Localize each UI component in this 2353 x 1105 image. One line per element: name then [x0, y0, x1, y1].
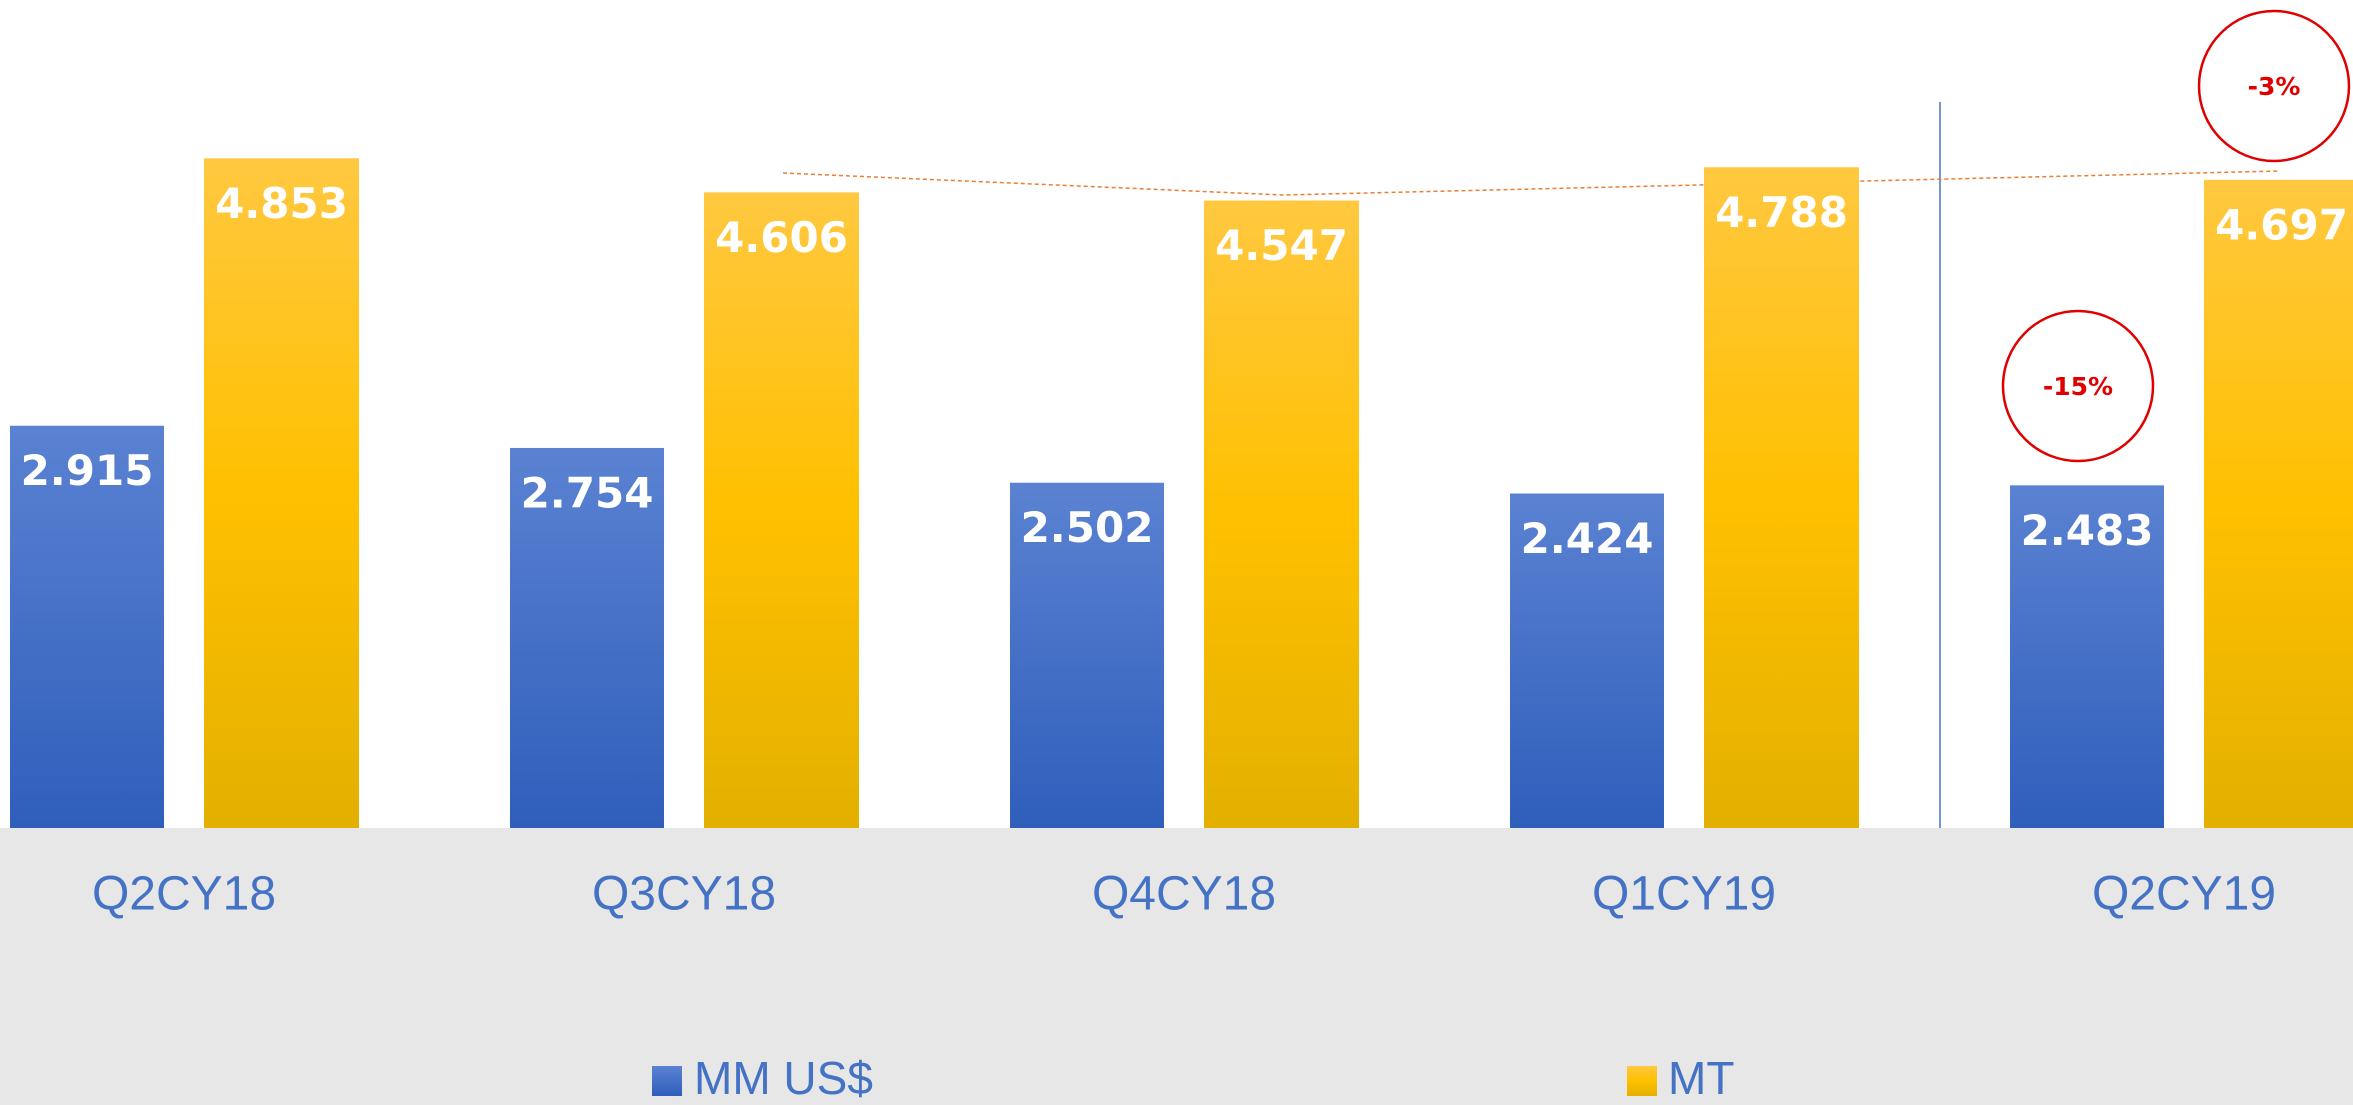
annotation-circle — [2001, 309, 2155, 463]
bar — [1510, 493, 1664, 828]
trend-line — [782, 170, 2281, 196]
legend-label: MM US$ — [694, 1052, 873, 1104]
bar — [1010, 482, 1164, 828]
annotation: -3% — [2248, 72, 2301, 101]
bar — [2204, 179, 2353, 829]
bar — [1204, 200, 1359, 828]
value-label: 4.547 — [1215, 221, 1348, 270]
legend-swatch — [652, 1066, 682, 1096]
value-label: 4.788 — [1715, 188, 1848, 237]
bar — [1704, 167, 1859, 829]
x-tick-label: Q4CY18 — [1092, 868, 1276, 921]
value-label: 4.697 — [2215, 200, 2348, 249]
value-label: 2.502 — [1021, 503, 1154, 552]
value-label: 4.606 — [715, 213, 848, 262]
value-label: 2.754 — [521, 468, 654, 517]
x-tick-label: Q2CY19 — [2092, 868, 2276, 921]
plot — [10, 158, 2353, 829]
bar — [2010, 485, 2164, 828]
x-tick-label: Q3CY18 — [592, 868, 776, 921]
x-tick-label: Q1CY19 — [1592, 868, 1776, 921]
value-label: 2.424 — [1521, 514, 1654, 563]
bar — [704, 192, 859, 828]
annotation-circle — [2197, 9, 2351, 163]
legend-swatch — [1627, 1066, 1657, 1096]
axis-band — [0, 828, 2353, 1105]
bar — [204, 158, 359, 828]
value-label: 2.915 — [21, 446, 154, 495]
bar — [10, 425, 164, 828]
value-label: 4.853 — [215, 179, 348, 228]
annotation: -15% — [2043, 372, 2113, 401]
value-label: 2.483 — [2021, 506, 2154, 555]
x-tick-label: Q2CY18 — [92, 868, 276, 921]
bar — [510, 447, 664, 828]
legend-label: MT — [1668, 1052, 1734, 1104]
